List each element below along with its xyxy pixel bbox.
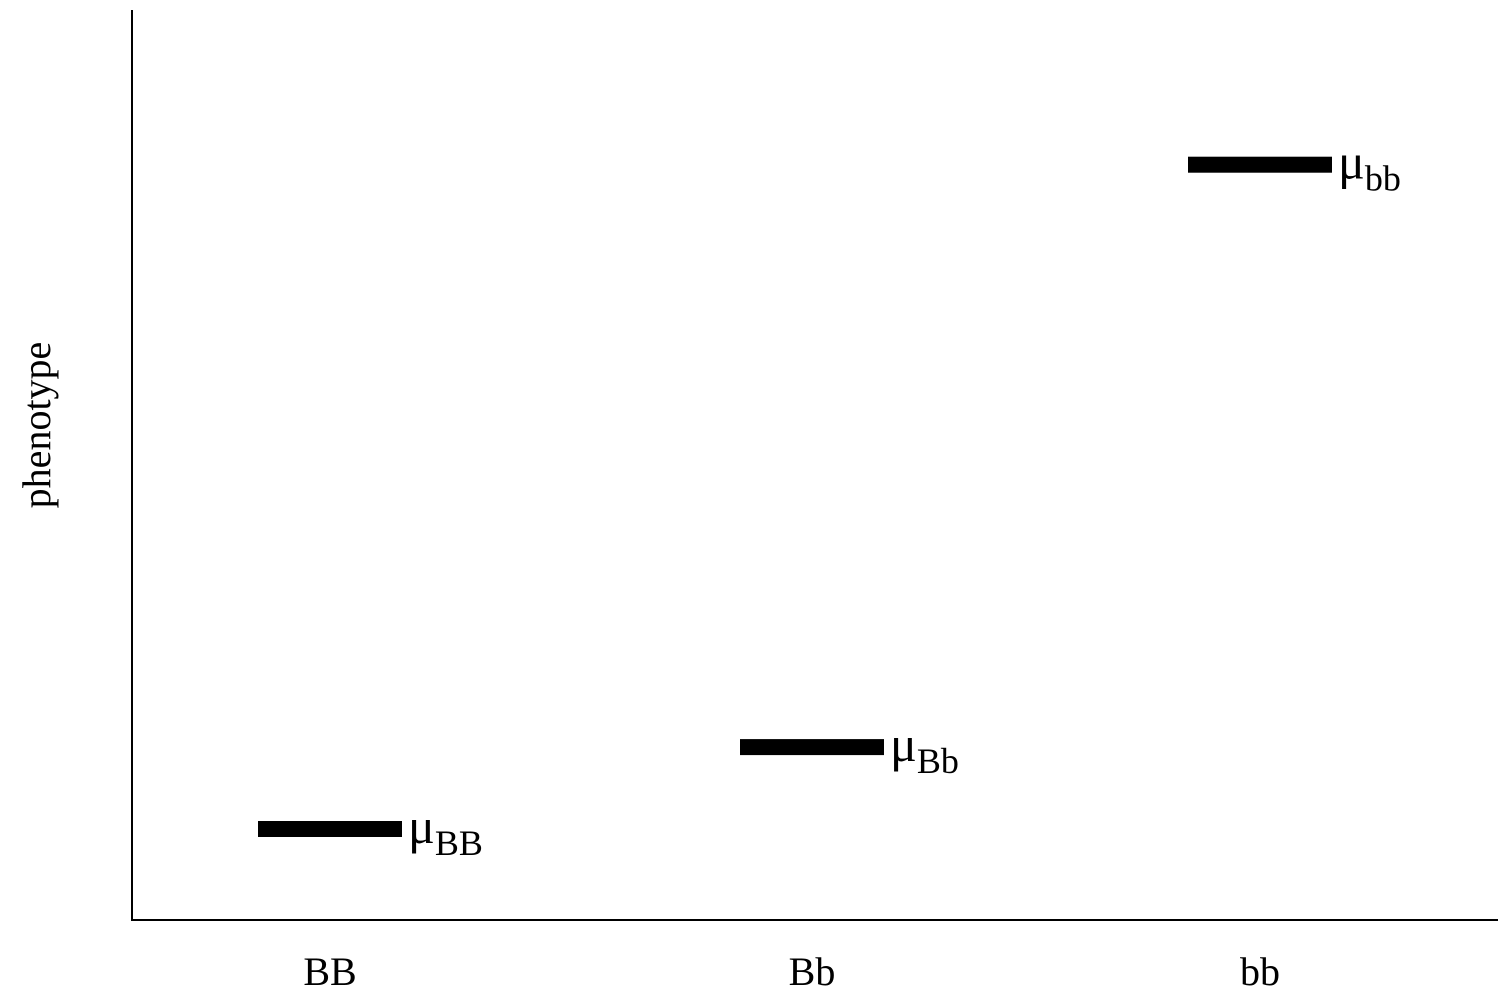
x-tick-label-Bb: Bb bbox=[789, 949, 836, 989]
y-axis-label: phenotype bbox=[14, 342, 59, 509]
mean-label-symbol: μ bbox=[408, 798, 435, 854]
mean-label-symbol: μ bbox=[890, 716, 917, 772]
mean-label-Bb: μBb bbox=[890, 716, 959, 781]
mean-label-subscript: Bb bbox=[917, 741, 959, 781]
mean-marker-Bb bbox=[740, 739, 884, 756]
mean-marker-bb bbox=[1188, 156, 1332, 173]
x-tick-label-BB: BB bbox=[303, 949, 356, 989]
mean-label-bb: μbb bbox=[1338, 134, 1401, 199]
mean-label-subscript: bb bbox=[1365, 159, 1401, 199]
mean-label-subscript: BB bbox=[435, 823, 483, 863]
x-tick-label-bb: bb bbox=[1240, 949, 1280, 989]
mean-label-BB: μBB bbox=[408, 798, 483, 863]
mean-label-symbol: μ bbox=[1338, 134, 1365, 190]
mean-marker-BB bbox=[258, 821, 402, 837]
